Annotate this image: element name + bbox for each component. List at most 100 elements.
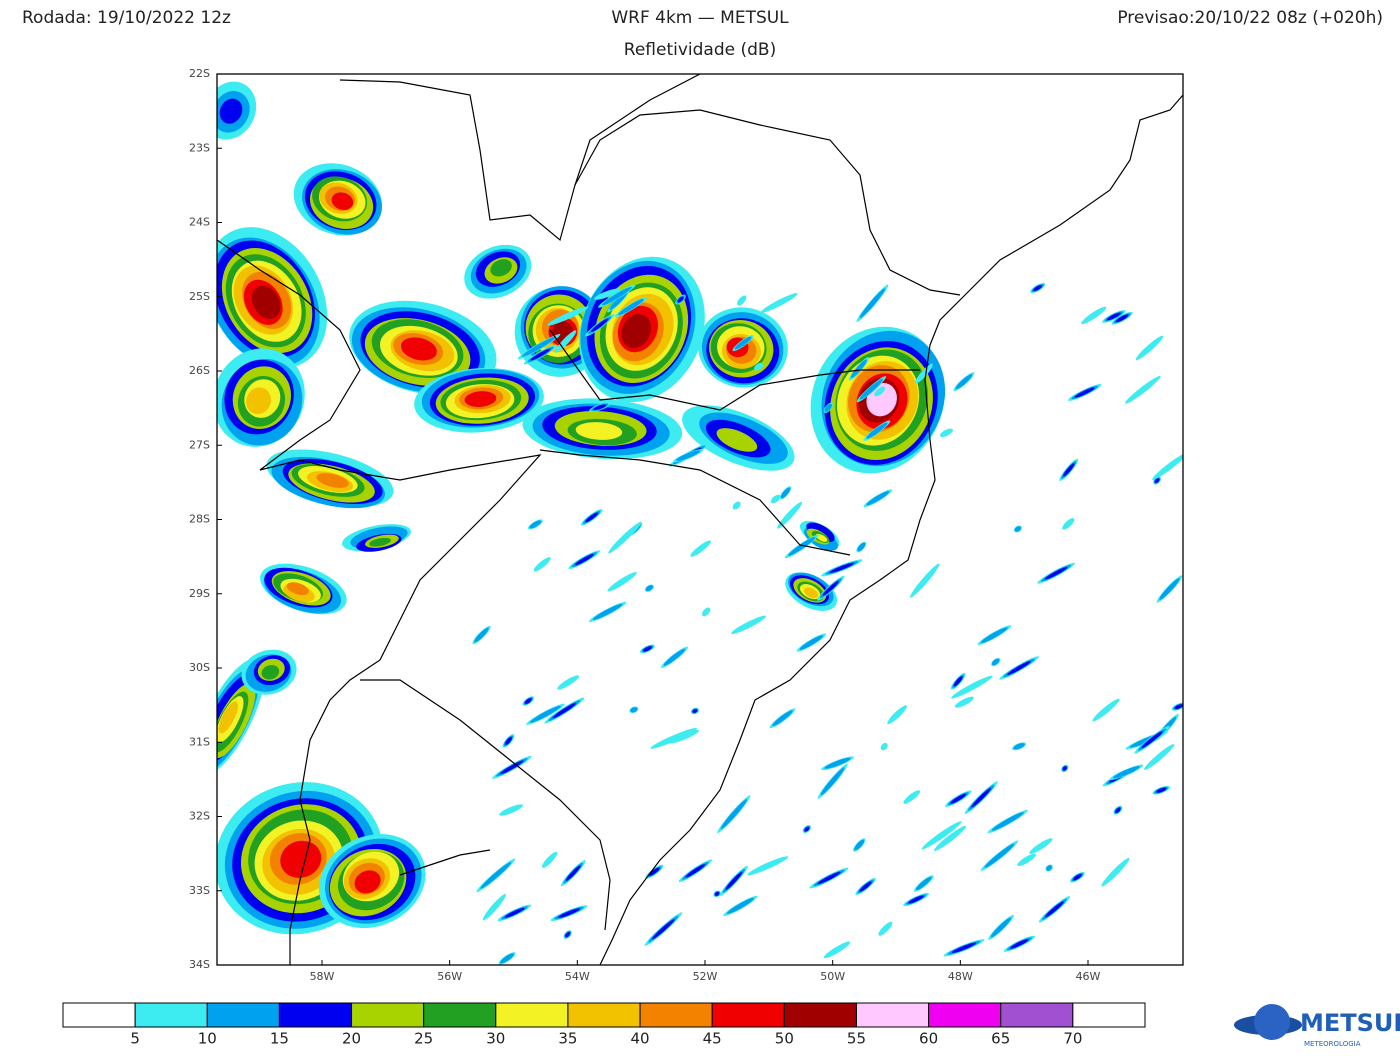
echo: [934, 825, 966, 851]
echo: [737, 295, 747, 306]
colorbar-label: 70: [1063, 1030, 1082, 1048]
echo: [530, 705, 561, 723]
echo: [499, 804, 524, 816]
colorbar-label: 45: [703, 1030, 722, 1048]
lon-label: 56W: [437, 970, 462, 983]
echo: [592, 603, 623, 620]
echo: [482, 893, 506, 921]
echo: [1092, 698, 1120, 722]
echo: [878, 921, 893, 936]
echo: [804, 826, 810, 832]
echo: [1101, 857, 1130, 887]
echo: [557, 908, 581, 918]
state-border: [574, 109, 961, 296]
lat-label: 22S: [189, 67, 210, 80]
colorbar-box: [1000, 1002, 1074, 1028]
echo: [823, 941, 851, 959]
lat-label: 27S: [189, 438, 210, 451]
echo: [591, 318, 609, 332]
echo: [866, 422, 888, 439]
echo: [850, 359, 867, 379]
echo: [824, 403, 833, 412]
echo: [940, 428, 953, 438]
echo: [316, 473, 349, 488]
echo: [866, 383, 897, 417]
echo: [984, 843, 1015, 868]
echo: [951, 942, 977, 953]
echo: [1017, 853, 1036, 867]
echo: [1046, 865, 1053, 871]
echo: [725, 871, 743, 890]
lat-label: 23S: [189, 141, 210, 154]
lon-label: 50W: [820, 970, 845, 983]
echo: [286, 582, 309, 596]
lat-label: 33S: [189, 884, 210, 897]
echo: [951, 675, 993, 699]
echo: [1141, 731, 1163, 748]
echo: [1113, 766, 1140, 779]
echo: [219, 98, 243, 124]
echo: [504, 907, 525, 918]
colorbar-box: [711, 1002, 785, 1028]
lat-label: 26S: [189, 364, 210, 377]
echo: [1152, 452, 1183, 480]
echo: [593, 404, 607, 411]
echo: [822, 580, 840, 596]
echo: [1045, 901, 1064, 918]
echo: [772, 710, 793, 727]
echo: [504, 736, 513, 745]
echo: [621, 313, 652, 349]
echo: [280, 840, 322, 878]
echo: [692, 708, 698, 713]
colorbar-label: 50: [775, 1030, 794, 1048]
echo: [726, 897, 755, 914]
colorbar-box: [1072, 1002, 1146, 1028]
colorbar-label: 30: [486, 1030, 505, 1048]
echo: [799, 635, 824, 650]
colorbar-box: [928, 1002, 1002, 1028]
echo: [954, 696, 974, 708]
colorbar-label: 20: [342, 1030, 361, 1048]
echo: [1106, 312, 1121, 321]
axes: 22S 23S 24S 25S 26S 27S 28S 29S 30S 31S 32S 33S 34S 5…: [189, 67, 1101, 983]
echo: [521, 336, 557, 357]
coastline: [599, 94, 1183, 965]
echo: [643, 646, 652, 652]
echo: [261, 664, 280, 680]
echo: [1174, 704, 1183, 710]
echo: [1081, 306, 1107, 325]
echo: [820, 767, 845, 796]
lon-label: 48W: [948, 970, 973, 983]
echo: [618, 298, 644, 316]
echo: [594, 288, 621, 300]
echo: [529, 520, 542, 529]
echo: [732, 501, 741, 510]
echo: [1154, 478, 1160, 483]
echo: [829, 562, 855, 573]
echo: [754, 362, 764, 371]
colorbar-label: 35: [558, 1030, 577, 1048]
lon-label: 52W: [693, 970, 718, 983]
echo: [1044, 566, 1068, 580]
echo: [824, 757, 851, 769]
title: WRF 4km — METSUL: [611, 8, 789, 28]
colorbar-label: 25: [414, 1030, 433, 1048]
echo: [1072, 873, 1082, 881]
echo: [354, 870, 381, 894]
echo: [676, 450, 701, 461]
echo: [1135, 335, 1164, 361]
echo: [815, 533, 828, 542]
lat-label: 34S: [189, 958, 210, 971]
logo-tagline: METEOROLOGIA: [1304, 1040, 1361, 1048]
lat-label: 31S: [189, 735, 210, 748]
echo: [1144, 744, 1175, 770]
echo: [530, 348, 551, 361]
lat-label: 25S: [189, 290, 210, 303]
echo: [218, 701, 238, 734]
echo: [991, 812, 1024, 831]
colorbar-box: [495, 1002, 569, 1028]
colorbar-box: [62, 1002, 136, 1028]
subtitle: Refletividade (dB): [624, 40, 776, 60]
borders: [217, 74, 1183, 965]
echo: [859, 378, 884, 400]
